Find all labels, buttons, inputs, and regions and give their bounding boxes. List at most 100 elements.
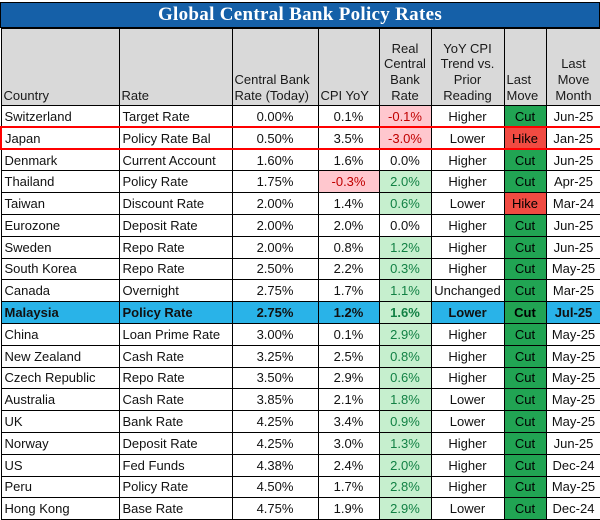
cell-country: China	[0, 322, 120, 346]
table-row: Switzerland Target Rate 0.00% 0.1% -0.1% High…	[0, 105, 600, 128]
cell-cpi-trend: Lower	[430, 192, 505, 215]
cell-last-move-month: May-25	[545, 388, 600, 412]
cell-central-bank-rate: 4.25%	[231, 431, 319, 455]
cell-cpi-trend: Higher	[430, 148, 505, 172]
cell-rate: Overnight	[118, 279, 233, 303]
table-row: New Zealand Cash Rate 3.25% 2.5% 0.8% Higher C…	[0, 344, 600, 368]
cell-rate: Base Rate	[118, 497, 233, 520]
table-row: Australia Cash Rate 3.85% 2.1% 1.8% Lower Cut M…	[0, 388, 600, 412]
cell-cpi-trend: Higher	[430, 322, 505, 346]
cell-rate: Cash Rate	[118, 344, 233, 368]
cell-cpi-trend: Unchanged	[430, 279, 505, 303]
cell-last-move: Cut	[503, 279, 547, 303]
cell-last-move: Cut	[503, 453, 547, 477]
cell-rate: Discount Rate	[118, 192, 233, 215]
cell-last-move-month: Jul-25	[545, 301, 600, 324]
cell-last-move: Cut	[503, 497, 547, 520]
cell-central-bank-rate: 2.00%	[231, 192, 319, 215]
cell-rate: Target Rate	[118, 105, 233, 128]
cell-last-move: Hike	[503, 126, 547, 151]
cell-country: Taiwan	[0, 192, 120, 215]
column-header-last-move: Last Move	[503, 28, 547, 106]
table-row: Sweden Repo Rate 2.00% 0.8% 1.2% Higher Cut Jun…	[0, 235, 600, 259]
cell-cpi-trend: Lower	[430, 126, 505, 151]
cell-country: South Korea	[0, 257, 120, 281]
cell-central-bank-rate: 3.85%	[231, 388, 319, 412]
cell-cpi-yoy: 0.1%	[317, 322, 380, 346]
table-row: UK Bank Rate 4.25% 3.4% 0.9% Lower Cut May-25	[0, 410, 600, 433]
cell-last-move: Hike	[503, 192, 547, 215]
cell-central-bank-rate: 3.00%	[231, 322, 319, 346]
cell-last-move: Cut	[503, 235, 547, 259]
cell-cpi-trend: Higher	[430, 213, 505, 237]
column-header-real-central-bank-rate: Real Central Bank Rate	[378, 28, 432, 106]
cell-cpi-yoy: 2.4%	[317, 453, 380, 477]
cell-real-rate: 0.9%	[378, 410, 432, 433]
cell-country: Switzerland	[0, 105, 120, 128]
cell-rate: Repo Rate	[118, 235, 233, 259]
cell-country: Hong Kong	[0, 497, 120, 520]
cell-last-move: Cut	[503, 213, 547, 237]
column-header-rate: Rate	[118, 28, 233, 106]
column-header-central-bank-rate: Central Bank Rate (Today)	[231, 28, 319, 106]
cell-real-rate: 2.0%	[378, 170, 432, 194]
cell-cpi-yoy: 1.9%	[317, 497, 380, 520]
cell-last-move-month: May-25	[545, 366, 600, 390]
cell-cpi-trend: Lower	[430, 497, 505, 520]
cell-rate: Policy Rate	[118, 301, 233, 324]
cell-real-rate: 0.0%	[378, 213, 432, 237]
cell-last-move-month: Jun-25	[545, 105, 600, 128]
cell-country: Australia	[0, 388, 120, 412]
cell-real-rate: 0.3%	[378, 257, 432, 281]
cell-last-move-month: Apr-25	[545, 170, 600, 194]
cell-last-move-month: Jun-25	[545, 235, 600, 259]
cell-country: Peru	[0, 475, 120, 499]
cell-rate: Loan Prime Rate	[118, 322, 233, 346]
cell-cpi-yoy: 2.5%	[317, 344, 380, 368]
cell-last-move: Cut	[503, 105, 547, 128]
cell-cpi-yoy: 2.9%	[317, 366, 380, 390]
cell-cpi-yoy: 1.4%	[317, 192, 380, 215]
cell-last-move-month: Dec-24	[545, 453, 600, 477]
table-row: Norway Deposit Rate 4.25% 3.0% 1.3% Higher Cut…	[0, 431, 600, 455]
cell-last-move: Cut	[503, 322, 547, 346]
cell-cpi-yoy: 1.7%	[317, 475, 380, 499]
table-row: Czech Republic Repo Rate 3.50% 2.9% 0.6% High…	[0, 366, 600, 390]
cell-last-move: Cut	[503, 388, 547, 412]
cell-central-bank-rate: 2.50%	[231, 257, 319, 281]
cell-central-bank-rate: 2.00%	[231, 213, 319, 237]
cell-real-rate: 0.6%	[378, 366, 432, 390]
cell-cpi-yoy: -0.3%	[317, 170, 380, 194]
cell-rate: Deposit Rate	[118, 431, 233, 455]
table-body: Switzerland Target Rate 0.00% 0.1% -0.1% High…	[0, 105, 600, 520]
cell-cpi-trend: Higher	[430, 453, 505, 477]
cell-country: Malaysia	[0, 301, 120, 324]
cell-central-bank-rate: 2.75%	[231, 279, 319, 303]
cell-last-move-month: Mar-24	[545, 192, 600, 215]
cell-real-rate: 2.9%	[378, 497, 432, 520]
cell-real-rate: 2.9%	[378, 322, 432, 346]
cell-cpi-yoy: 3.0%	[317, 431, 380, 455]
cell-last-move: Cut	[503, 301, 547, 324]
policy-rates-table: Country Rate Central Bank Rate (Today) C…	[0, 28, 600, 520]
table-row: China Loan Prime Rate 3.00% 0.1% 2.9% Higher C…	[0, 322, 600, 346]
cell-cpi-trend: Higher	[430, 235, 505, 259]
cell-cpi-yoy: 3.4%	[317, 410, 380, 433]
cell-rate: Deposit Rate	[118, 213, 233, 237]
cell-real-rate: 1.1%	[378, 279, 432, 303]
table-row: Eurozone Deposit Rate 2.00% 2.0% 0.0% Higher C…	[0, 213, 600, 237]
column-header-country: Country	[0, 28, 120, 106]
cell-country: Canada	[0, 279, 120, 303]
cell-last-move-month: Jun-25	[545, 213, 600, 237]
cell-last-move-month: May-25	[545, 410, 600, 433]
cell-last-move-month: Mar-25	[545, 279, 600, 303]
cell-real-rate: -3.0%	[378, 126, 432, 151]
cell-central-bank-rate: 4.50%	[231, 475, 319, 499]
cell-rate: Repo Rate	[118, 366, 233, 390]
cell-cpi-trend: Lower	[430, 301, 505, 324]
cell-cpi-trend: Higher	[430, 105, 505, 128]
cell-rate: Current Account	[118, 148, 233, 172]
table-row: Taiwan Discount Rate 2.00% 1.4% 0.6% Lower Hik…	[0, 192, 600, 215]
header-row: Country Rate Central Bank Rate (Today) C…	[0, 28, 600, 106]
cell-country: Eurozone	[0, 213, 120, 237]
